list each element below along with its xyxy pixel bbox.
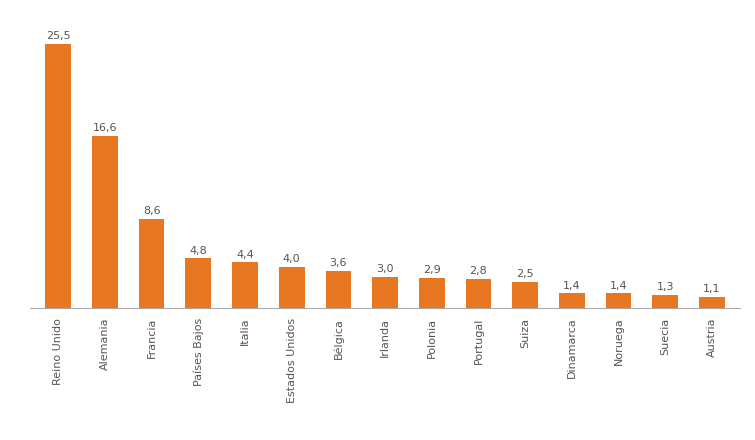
Bar: [466, 279, 492, 308]
Bar: [513, 282, 538, 308]
Text: 25,5: 25,5: [46, 31, 70, 41]
Bar: [652, 294, 678, 308]
Text: 3,0: 3,0: [376, 264, 394, 274]
Bar: [279, 267, 304, 308]
Text: 4,8: 4,8: [190, 246, 207, 256]
Bar: [92, 136, 118, 308]
Text: 4,0: 4,0: [283, 254, 300, 264]
Text: 4,4: 4,4: [236, 250, 254, 260]
Bar: [232, 262, 257, 308]
Bar: [372, 277, 398, 308]
Text: 2,5: 2,5: [516, 269, 534, 279]
Text: 2,8: 2,8: [470, 266, 487, 276]
Text: 16,6: 16,6: [93, 123, 117, 133]
Bar: [419, 278, 445, 308]
Text: 8,6: 8,6: [143, 206, 160, 216]
Bar: [325, 271, 351, 308]
Text: 1,3: 1,3: [656, 282, 674, 292]
Text: 3,6: 3,6: [330, 258, 347, 268]
Bar: [559, 293, 584, 308]
Bar: [139, 219, 165, 308]
Bar: [186, 258, 211, 308]
Text: 1,4: 1,4: [610, 281, 627, 291]
Bar: [699, 297, 725, 308]
Text: 1,1: 1,1: [703, 284, 720, 294]
Text: 1,4: 1,4: [563, 281, 581, 291]
Bar: [45, 44, 71, 308]
Text: 2,9: 2,9: [423, 265, 441, 275]
Bar: [606, 293, 631, 308]
